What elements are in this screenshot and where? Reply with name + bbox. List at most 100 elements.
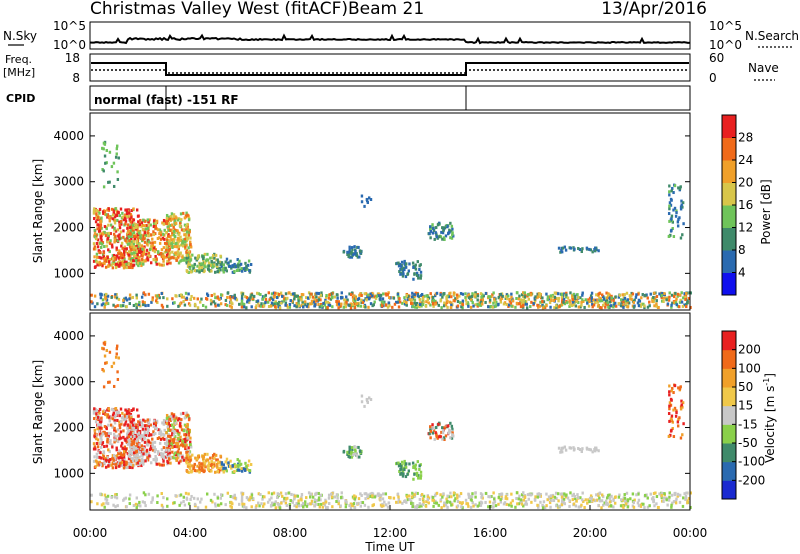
velocity-cell xyxy=(185,430,189,434)
power-cell xyxy=(126,251,130,255)
velocity-cell xyxy=(98,411,101,415)
velocity-cell xyxy=(450,429,453,433)
power-cell xyxy=(103,225,107,229)
power-cell xyxy=(676,292,680,296)
velocity-cell xyxy=(183,433,186,437)
velocity-cell xyxy=(123,457,126,461)
velocity-cell xyxy=(175,441,178,445)
power-cell xyxy=(145,248,149,252)
power-cell xyxy=(368,196,371,200)
power-cell xyxy=(669,233,672,237)
velocity-cell xyxy=(104,497,107,501)
velocity-cell xyxy=(157,428,160,432)
power-cell xyxy=(113,219,116,223)
power-cell xyxy=(238,263,242,267)
power-cell xyxy=(331,305,334,309)
power-cell xyxy=(326,300,330,304)
velocity-cell xyxy=(399,472,402,476)
velocity-cell xyxy=(119,436,123,440)
power-cell xyxy=(130,244,133,248)
velocity-cell xyxy=(111,466,115,470)
colorbar-tick-label: 50 xyxy=(738,380,753,394)
velocity-cell xyxy=(249,495,252,499)
power-cell xyxy=(324,298,327,302)
power-cell xyxy=(637,292,640,296)
power-cell xyxy=(107,264,110,268)
velocity-cell xyxy=(242,467,245,471)
power-cell xyxy=(125,305,128,309)
velocity-cell xyxy=(420,504,423,508)
velocity-cell xyxy=(193,469,197,473)
velocity-cell xyxy=(185,456,188,460)
velocity-cell xyxy=(128,465,132,469)
nsearch-tick-top: 10^5 xyxy=(709,19,742,33)
power-cell xyxy=(417,276,420,280)
power-cell xyxy=(456,304,460,308)
velocity-cell xyxy=(446,499,449,503)
power-cell xyxy=(429,225,432,229)
velocity-cell xyxy=(451,431,454,435)
power-cell xyxy=(136,225,139,229)
velocity-cell xyxy=(217,460,220,464)
power-cell xyxy=(131,263,134,267)
power-cell xyxy=(426,297,429,301)
power-cell xyxy=(138,300,141,304)
power-cell xyxy=(381,302,384,306)
power-cell xyxy=(466,301,470,305)
power-cell xyxy=(145,242,149,246)
power-cell xyxy=(568,299,571,303)
nsky-tick-bottom: 10^0 xyxy=(53,38,86,52)
power-cell xyxy=(96,302,99,306)
power-cell xyxy=(116,264,119,268)
power-cell xyxy=(129,212,133,216)
velocity-cell xyxy=(670,505,673,509)
power-cell xyxy=(238,259,241,263)
velocity-cell xyxy=(407,469,411,473)
power-cell xyxy=(613,301,617,305)
power-cell xyxy=(415,271,419,275)
velocity-cell xyxy=(439,493,442,497)
cpid-panel: CPID normal (fast) -151 RF xyxy=(6,85,691,111)
colorbar-segment xyxy=(722,461,736,481)
power-cell xyxy=(129,234,133,238)
velocity-cell xyxy=(204,505,208,509)
power-cell xyxy=(607,292,610,296)
power-cell xyxy=(398,262,402,266)
velocity-cell xyxy=(172,456,175,460)
power-cell xyxy=(194,256,197,260)
power-cell xyxy=(600,306,603,310)
velocity-cell xyxy=(346,452,349,456)
velocity-cell xyxy=(98,460,102,464)
velocity-cell xyxy=(677,417,680,421)
power-cell xyxy=(165,253,169,257)
power-cell xyxy=(178,222,182,226)
power-cell xyxy=(291,292,295,296)
power-cell xyxy=(464,298,468,302)
velocity-cell xyxy=(420,492,424,496)
power-cell xyxy=(431,300,435,304)
power-cell xyxy=(102,185,106,189)
velocity-cell xyxy=(198,468,202,472)
power-cell xyxy=(186,213,189,217)
power-cell xyxy=(103,260,106,264)
power-cell xyxy=(366,294,369,298)
power-cell xyxy=(111,254,115,258)
power-cell xyxy=(140,295,144,299)
power-cell xyxy=(667,212,671,216)
power-cell xyxy=(360,200,364,204)
velocity-cell xyxy=(103,505,106,509)
velocity-cell xyxy=(672,435,676,439)
power-cell xyxy=(216,258,219,262)
velocity-cell xyxy=(146,458,150,462)
velocity-cell xyxy=(130,444,133,448)
velocity-cell xyxy=(622,505,625,509)
velocity-cell xyxy=(118,426,122,430)
power-cell xyxy=(365,298,368,302)
velocity-cell xyxy=(136,425,139,429)
power-cell xyxy=(607,305,610,309)
time-tick-label: 20:00 xyxy=(573,526,608,540)
velocity-cell xyxy=(162,418,166,422)
power-cell xyxy=(102,169,105,173)
velocity-cell xyxy=(363,492,366,496)
